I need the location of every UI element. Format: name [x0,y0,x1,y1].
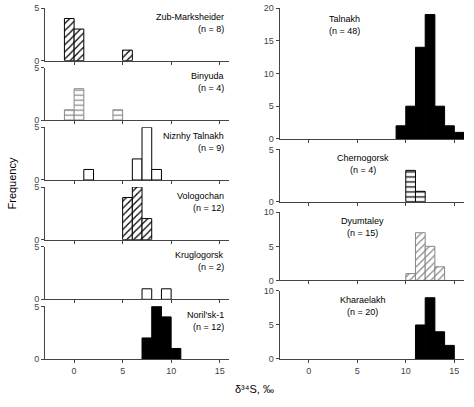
svg-text:5: 5 [269,320,274,330]
svg-text:15: 15 [215,366,225,376]
svg-text:(n = 4): (n = 4) [198,83,224,93]
svg-text:(n = 15): (n = 15) [347,228,378,238]
svg-text:5: 5 [34,122,39,132]
svg-text:5: 5 [34,63,39,73]
svg-text:0: 0 [269,134,274,144]
svg-text:Noril'sk-1: Noril'sk-1 [187,310,224,320]
svg-text:(n = 12): (n = 12) [193,322,224,332]
svg-text:Binyuda: Binyuda [191,71,224,81]
svg-text:0: 0 [269,354,274,364]
svg-text:(n = 12): (n = 12) [193,203,224,213]
svg-text:Zub-Marksheider: Zub-Marksheider [156,12,224,22]
svg-text:0: 0 [34,56,39,66]
svg-text:10: 10 [264,286,274,296]
svg-text:Niznhy Talnakh: Niznhy Talnakh [163,131,224,141]
svg-text:5: 5 [269,242,274,252]
svg-text:5: 5 [269,145,274,155]
svg-text:10: 10 [401,366,411,376]
svg-text:5: 5 [34,3,39,13]
svg-text:0: 0 [34,294,39,304]
svg-text:(n = 8): (n = 8) [198,24,224,34]
svg-text:0: 0 [34,175,39,185]
svg-text:δ³⁴S, ‰: δ³⁴S, ‰ [235,383,274,395]
svg-text:5: 5 [34,302,39,312]
svg-text:Talnakh: Talnakh [329,14,360,24]
svg-text:Kruglogorsk: Kruglogorsk [175,250,224,260]
svg-text:10: 10 [264,207,274,217]
svg-text:0: 0 [34,354,39,364]
svg-text:(n = 4): (n = 4) [350,165,376,175]
svg-text:15: 15 [264,36,274,46]
svg-text:0: 0 [72,366,77,376]
svg-text:Vologochan: Vologochan [177,191,224,201]
svg-text:Frequency: Frequency [6,157,18,209]
svg-text:Kharaelakh: Kharaelakh [340,295,386,305]
svg-text:Dyumtaley: Dyumtaley [341,216,384,226]
svg-text:0: 0 [34,235,39,245]
svg-text:10: 10 [264,69,274,79]
svg-text:15: 15 [449,366,459,376]
svg-text:5: 5 [34,182,39,192]
svg-text:(n = 2): (n = 2) [198,262,224,272]
svg-text:(n = 9): (n = 9) [198,143,224,153]
svg-text:5: 5 [355,366,360,376]
svg-text:0: 0 [34,115,39,125]
svg-text:(n = 48): (n = 48) [329,26,360,36]
svg-text:5: 5 [34,242,39,252]
svg-text:5: 5 [269,101,274,111]
svg-text:(n = 20): (n = 20) [347,307,378,317]
svg-text:0: 0 [269,276,274,286]
svg-text:20: 20 [264,3,274,13]
svg-text:10: 10 [166,366,176,376]
svg-text:0: 0 [306,366,311,376]
svg-text:0: 0 [269,197,274,207]
svg-text:Chernogorsk: Chernogorsk [337,153,389,163]
svg-text:5: 5 [120,366,125,376]
